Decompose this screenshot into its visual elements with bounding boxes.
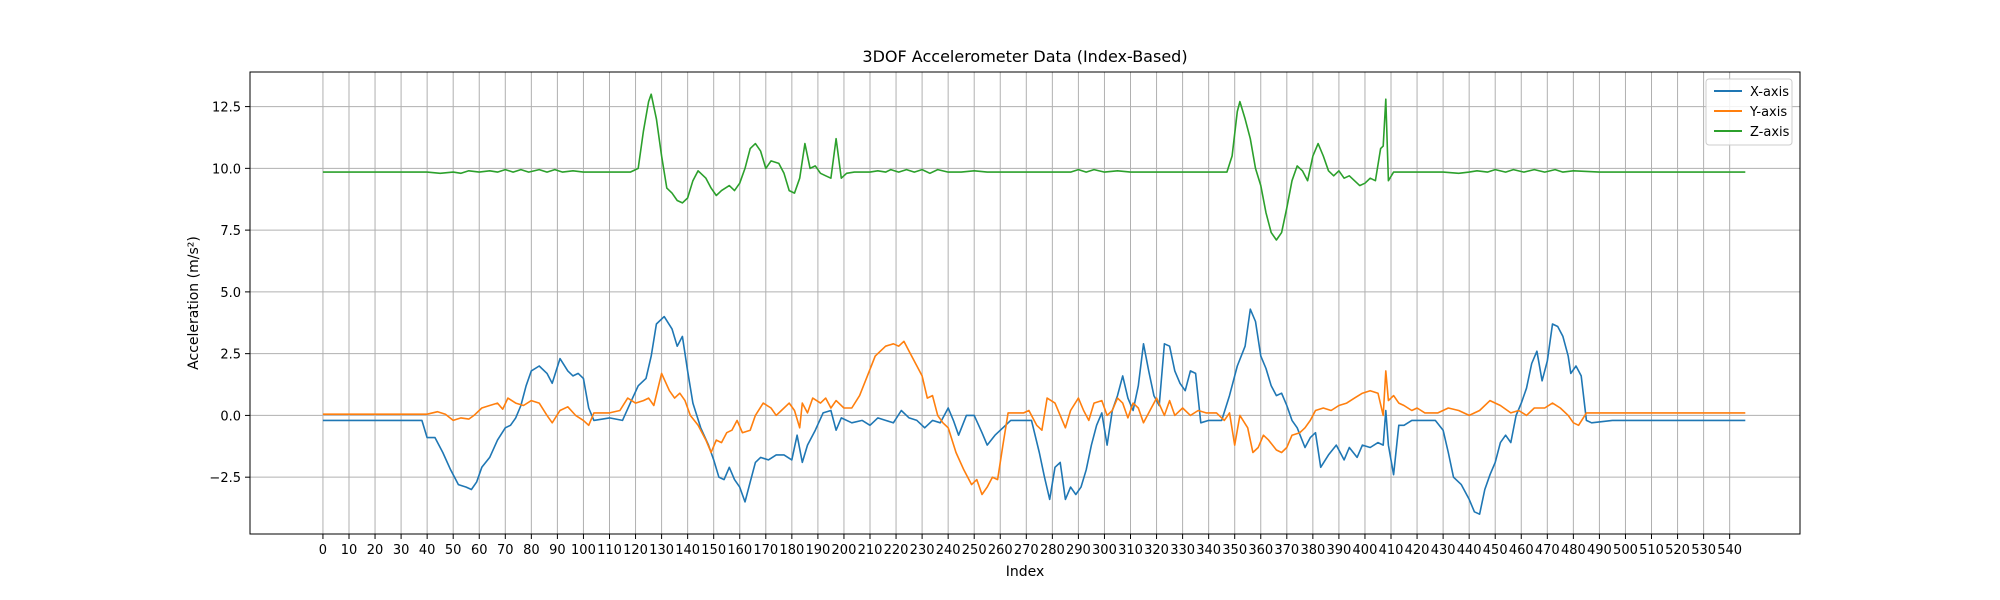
x-tick-label: 150 (701, 543, 726, 558)
x-tick-label: 80 (523, 543, 540, 558)
y-tick-label: 5.0 (220, 286, 241, 301)
x-tick-label: 70 (497, 543, 514, 558)
x-tick-label: 390 (1326, 543, 1351, 558)
x-tick-label: 510 (1639, 543, 1664, 558)
x-tick-label: 50 (445, 543, 462, 558)
legend-box (1705, 78, 1793, 146)
y-tick-label: 12.5 (212, 101, 241, 116)
x-tick-label: 230 (910, 543, 935, 558)
y-tick-label: 0.0 (220, 409, 241, 424)
x-tick-label: 350 (1222, 543, 1247, 558)
y-axis-label: Acceleration (m/s²) (186, 236, 202, 370)
x-tick-label: 420 (1405, 543, 1430, 558)
x-tick-label: 440 (1457, 543, 1482, 558)
x-tick-label: 460 (1509, 543, 1534, 558)
chart-title: 3DOF Accelerometer Data (Index-Based) (862, 47, 1187, 66)
x-tick-label: 10 (341, 543, 358, 558)
x-tick-label: 540 (1717, 543, 1742, 558)
x-tick-label: 200 (832, 543, 857, 558)
x-tick-label: 90 (549, 543, 566, 558)
y-gridlines (250, 106, 1800, 478)
x-tick-label: 530 (1691, 543, 1716, 558)
x-tick-label: 160 (727, 543, 752, 558)
legend-label-z: Z-axis (1750, 125, 1790, 140)
plot-frame (249, 71, 1801, 535)
x-tick-label: 290 (1066, 543, 1091, 558)
x-tick-label: 380 (1300, 543, 1325, 558)
x-tick-label: 480 (1561, 543, 1586, 558)
x-tick-label: 430 (1431, 543, 1456, 558)
x-tick-label: 370 (1274, 543, 1299, 558)
x-tick-label: 450 (1483, 543, 1508, 558)
y-axis-ticks: −2.5 0.0 2.5 5.0 7.5 10.0 12.5 (209, 101, 250, 486)
legend-label-x: X-axis (1750, 85, 1789, 100)
x-tick-label: 60 (471, 543, 488, 558)
x-tick-label: 500 (1613, 543, 1638, 558)
series-line-z (322, 93, 1746, 241)
x-tick-label: 0 (319, 543, 327, 558)
x-tick-label: 190 (805, 543, 830, 558)
x-tick-label: 410 (1379, 543, 1404, 558)
x-tick-label: 120 (623, 543, 648, 558)
x-tick-label: 100 (571, 543, 596, 558)
x-tick-label: 130 (649, 543, 674, 558)
x-tick-label: 250 (962, 543, 987, 558)
legend-label-y: Y-axis (1749, 105, 1787, 120)
y-tick-label: 2.5 (220, 348, 241, 363)
x-tick-label: 220 (884, 543, 909, 558)
y-tick-label: −2.5 (209, 471, 241, 486)
series-line-y (322, 340, 1746, 496)
x-gridlines (322, 72, 1731, 534)
x-tick-label: 40 (419, 543, 436, 558)
x-tick-label: 300 (1092, 543, 1117, 558)
x-tick-label: 520 (1665, 543, 1690, 558)
x-tick-label: 20 (367, 543, 384, 558)
x-tick-label: 280 (1040, 543, 1065, 558)
x-tick-label: 360 (1248, 543, 1273, 558)
legend: X-axis Y-axis Z-axis (1705, 78, 1793, 146)
x-tick-label: 210 (858, 543, 883, 558)
x-tick-label: 30 (393, 543, 410, 558)
x-axis-ticks: 0 10 20 30 40 50 60 70 80 90 100 110 120 130 140 150 160… (319, 534, 1742, 558)
x-tick-label: 490 (1587, 543, 1612, 558)
series-line-x (322, 308, 1746, 515)
x-tick-label: 330 (1170, 543, 1195, 558)
x-tick-label: 340 (1196, 543, 1221, 558)
x-tick-label: 240 (936, 543, 961, 558)
y-tick-label: 7.5 (220, 224, 241, 239)
x-tick-label: 260 (988, 543, 1013, 558)
series-lines (322, 93, 1746, 515)
x-tick-label: 270 (1014, 543, 1039, 558)
x-tick-label: 140 (675, 543, 700, 558)
x-tick-label: 470 (1535, 543, 1560, 558)
x-tick-label: 310 (1118, 543, 1143, 558)
x-tick-label: 400 (1353, 543, 1378, 558)
x-tick-label: 170 (753, 543, 778, 558)
x-tick-label: 110 (597, 543, 622, 558)
y-tick-label: 10.0 (212, 162, 241, 177)
x-axis-label: Index (1006, 564, 1045, 580)
x-tick-label: 320 (1144, 543, 1169, 558)
x-tick-label: 180 (779, 543, 804, 558)
